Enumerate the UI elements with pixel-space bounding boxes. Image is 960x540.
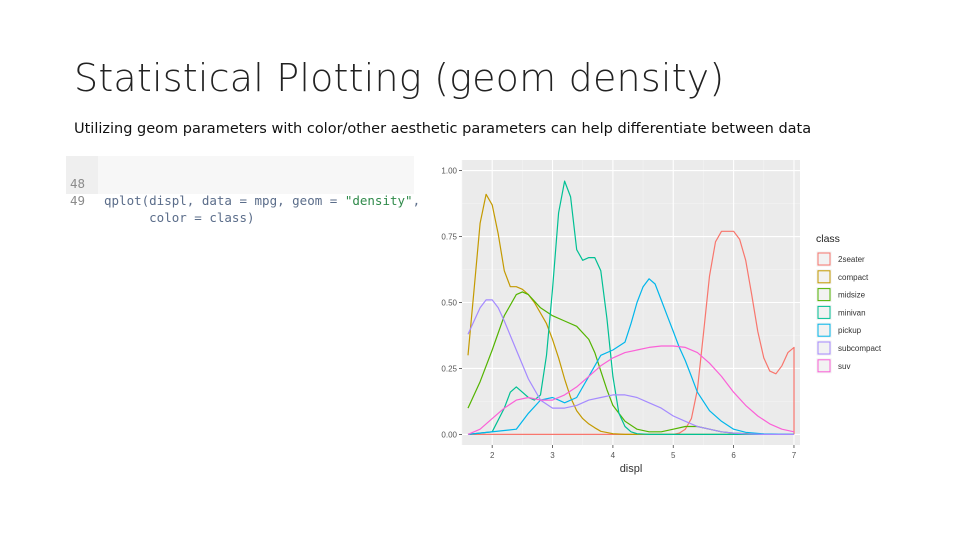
legend-key-bg bbox=[815, 339, 833, 357]
density-line-subcompact bbox=[467, 299, 794, 435]
legend-label: 2seater bbox=[838, 255, 865, 264]
code-segment: , bbox=[412, 193, 421, 208]
legend: class 2seater compact midsize minivan pickup… bbox=[815, 233, 882, 375]
legend-label: compact bbox=[838, 273, 869, 282]
x-axis: 2 3 4 5 6 7 bbox=[490, 445, 797, 460]
code-line: 48 qplot(displ, data = mpg, geom = "dens… bbox=[66, 158, 420, 208]
y-tick-label: 0.75 bbox=[441, 233, 457, 242]
y-tick-label: 0.25 bbox=[441, 364, 457, 373]
code-snippet: 48 qplot(displ, data = mpg, geom = "dens… bbox=[66, 156, 420, 225]
line-number-gutter bbox=[66, 156, 98, 194]
code-segment: color = class) bbox=[104, 210, 255, 225]
density-line-suv bbox=[467, 345, 795, 435]
legend-key-bg bbox=[815, 250, 833, 268]
legend-label: pickup bbox=[838, 326, 862, 335]
line-number: 49 bbox=[70, 193, 86, 208]
code-line: 49 color = class) bbox=[66, 175, 255, 225]
legend-key-subcompact bbox=[817, 341, 831, 355]
series-lines bbox=[467, 180, 795, 435]
density-line-2seater bbox=[468, 230, 795, 435]
legend-label: minivan bbox=[838, 308, 866, 317]
legend-key-bg bbox=[815, 286, 833, 304]
density-line-minivan bbox=[467, 180, 794, 435]
x-tick-label: 4 bbox=[611, 451, 616, 460]
y-tick-label: 0.50 bbox=[441, 299, 457, 308]
code-text: qplot(displ, data = mpg, geom = "density… bbox=[104, 192, 420, 209]
density-line-pickup bbox=[467, 278, 795, 435]
legend-label: subcompact bbox=[838, 344, 882, 353]
y-tick-label: 0.00 bbox=[441, 430, 457, 439]
legend-key-2seater bbox=[817, 252, 831, 266]
legend-label: suv bbox=[838, 362, 850, 371]
slide-subtitle: Utilizing geom parameters with color/oth… bbox=[74, 121, 812, 137]
legend-key-bg bbox=[815, 357, 833, 375]
legend-key-midsize bbox=[817, 288, 831, 302]
density-chart-svg: 0.00 0.25 0.50 0.75 1.00 2 3 4 5 6 7 displ class … bbox=[441, 160, 882, 475]
legend-key-suv bbox=[817, 359, 831, 373]
legend-key-bg bbox=[815, 268, 833, 286]
y-tick-label: 1.00 bbox=[441, 167, 457, 176]
x-axis-title: displ bbox=[620, 463, 643, 475]
legend-key-bg bbox=[815, 303, 833, 321]
x-tick-label: 6 bbox=[731, 451, 736, 460]
legend-key-compact bbox=[817, 270, 831, 284]
legend-title: class bbox=[816, 233, 840, 245]
code-segment: qplot(displ, data = mpg, geom = bbox=[104, 193, 345, 208]
slide-title: Statistical Plotting (geom density) bbox=[74, 56, 725, 100]
legend-label: midsize bbox=[838, 291, 866, 300]
code-text: color = class) bbox=[104, 209, 255, 226]
x-tick-label: 7 bbox=[792, 451, 797, 460]
code-string: "density" bbox=[344, 193, 413, 208]
legend-key-pickup bbox=[817, 323, 831, 337]
legend-key-bg bbox=[815, 321, 833, 339]
density-line-compact bbox=[467, 193, 794, 435]
legend-key-minivan bbox=[817, 305, 831, 319]
line-number: 48 bbox=[70, 176, 86, 191]
x-tick-label: 5 bbox=[671, 451, 676, 460]
density-plot: 0.00 0.25 0.50 0.75 1.00 2 3 4 5 6 7 displ class … bbox=[420, 150, 896, 476]
y-axis: 0.00 0.25 0.50 0.75 1.00 bbox=[441, 167, 462, 439]
x-tick-label: 3 bbox=[550, 451, 555, 460]
x-tick-label: 2 bbox=[490, 451, 495, 460]
